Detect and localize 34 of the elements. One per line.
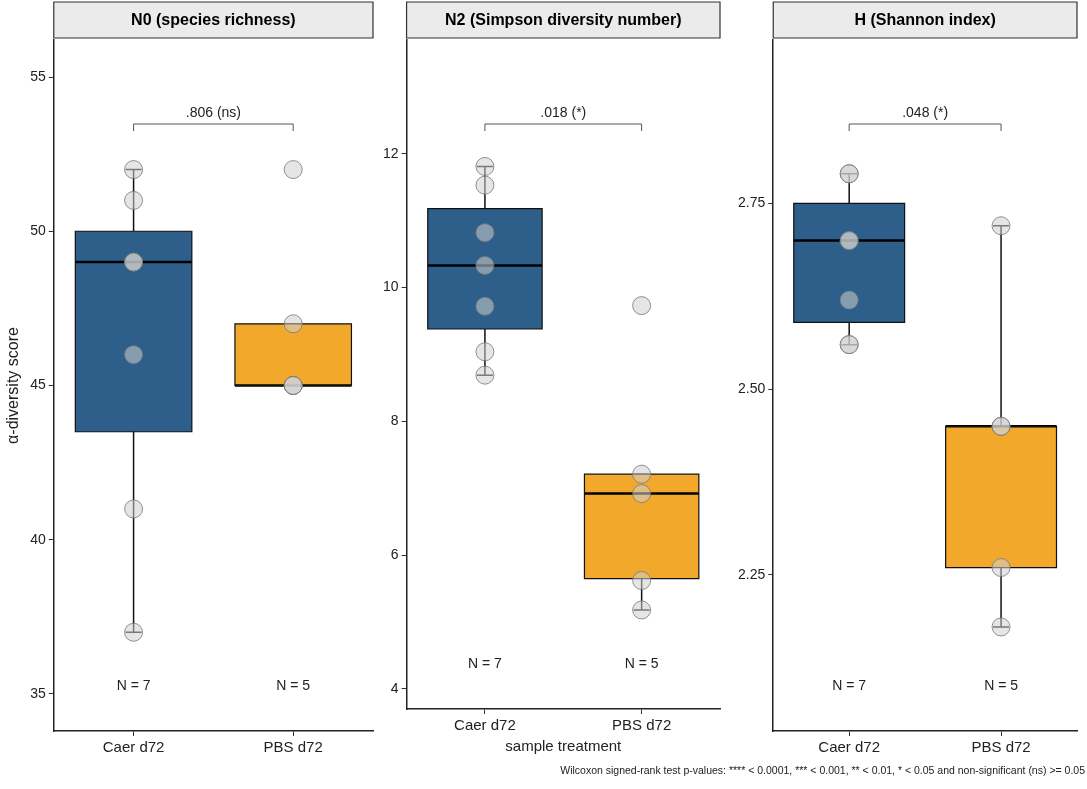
y-tick-label: 55 (30, 67, 46, 84)
y-tick-label: 35 (30, 684, 46, 701)
x-tick-label: PBS d72 (612, 716, 672, 734)
x-tick-label: PBS d72 (263, 738, 323, 756)
annotation: N = 7 (116, 676, 151, 693)
y-tick-label: 4 (390, 679, 399, 696)
y-tick-label: 45 (30, 376, 46, 393)
annotation: N = 7 (832, 676, 867, 693)
annotation: .806 (ns) (185, 103, 242, 120)
annotation: .048 (*) (902, 103, 949, 120)
annotation: N = 5 (984, 676, 1019, 693)
x-tick-label: Caer d72 (102, 738, 165, 756)
x-tick-label: Caer d72 (454, 716, 516, 734)
y-tick-label: 12 (382, 144, 399, 161)
annotation: N = 5 (276, 676, 311, 693)
annotation: N = 5 (624, 654, 659, 671)
chart-title: N2 (Simpson diversity number) (445, 11, 682, 29)
y-tick-label: 6 (390, 545, 399, 562)
x-tick-label: PBS d72 (971, 738, 1031, 756)
y-tick-label: 40 (30, 530, 46, 547)
annotation: N = 7 (468, 654, 503, 671)
y-tick-label: 8 (390, 412, 399, 429)
y-tick-label: 10 (382, 278, 399, 295)
x-tick-label: Caer d72 (818, 738, 881, 756)
y-tick-label: 50 (30, 222, 46, 239)
chart-title: N0 (species richness) (131, 11, 296, 29)
y-tick-label: 2.25 (738, 565, 766, 582)
y-tick-label: 2.75 (738, 194, 766, 211)
annotation: .018 (*) (540, 103, 587, 120)
text: Wilcoxon signed-rank test p-values: **** < 0.0001, *** < 0.001, ** < 0.01, * < 0.05 and non-significant (ns) >= 0.05 (560, 764, 1085, 776)
chart-title: H (Shannon index) (854, 11, 996, 29)
y-axis-title: α-diversity score (4, 326, 22, 444)
y-tick-label: 2.50 (738, 380, 766, 397)
x-axis-title: sample treatment (505, 737, 623, 755)
